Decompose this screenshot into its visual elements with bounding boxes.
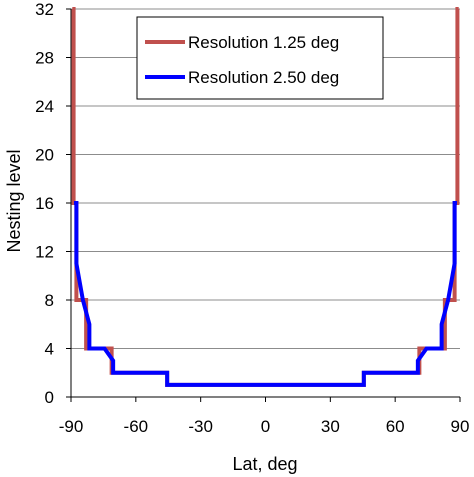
y-tick-label: 28	[35, 49, 54, 68]
y-tick-labels: 0 4 8 12 16 20 24 28 32	[35, 0, 54, 407]
series-lines	[71, 7, 460, 387]
legend-label-1: Resolution 1.25 deg	[188, 33, 339, 52]
series-line-2	[74, 201, 457, 387]
x-tick-label: 60	[386, 417, 405, 436]
y-tick-label: 20	[35, 146, 54, 165]
x-axis-label: Lat, deg	[232, 454, 297, 474]
legend: Resolution 1.25 deg Resolution 2.50 deg	[136, 16, 384, 100]
y-tick-label: 32	[35, 0, 54, 19]
y-tick-label: 4	[45, 340, 54, 359]
y-tick-label: 8	[45, 291, 54, 310]
y-tick-label: 24	[35, 97, 54, 116]
x-tick-label: -30	[188, 417, 213, 436]
x-tick-label: 0	[261, 417, 270, 436]
x-tick-label: -60	[124, 417, 149, 436]
x-tick-label: 30	[321, 417, 340, 436]
y-axis-label: Nesting level	[4, 149, 24, 252]
x-tick-label: -90	[59, 417, 84, 436]
x-tick-labels: -90 -60 -30 0 30 60 90	[59, 417, 470, 436]
y-tick-label: 16	[35, 194, 54, 213]
x-tick-label: 90	[451, 417, 470, 436]
gridlines	[71, 8, 460, 349]
legend-label-2: Resolution 2.50 deg	[188, 68, 339, 87]
legend-box	[136, 16, 384, 100]
axes	[66, 8, 461, 402]
y-tick-label: 12	[35, 243, 54, 262]
y-tick-label: 0	[45, 388, 54, 407]
